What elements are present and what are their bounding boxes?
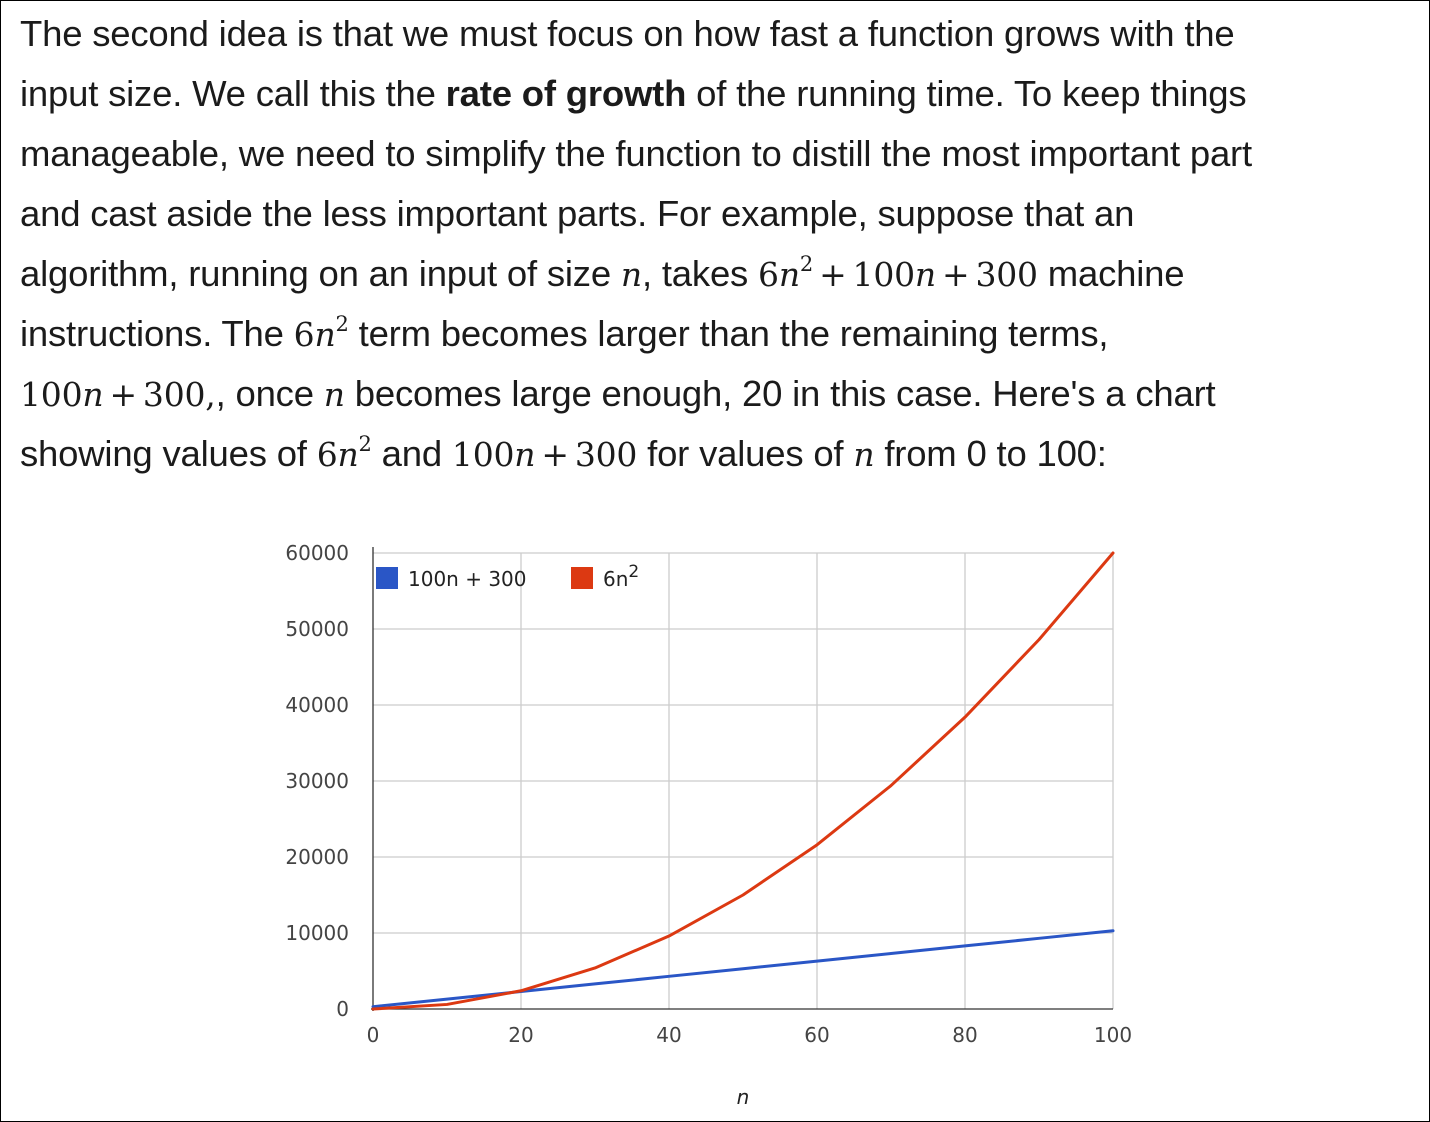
passage-line-5: algorithm, running on an input of size n… xyxy=(20,244,1415,304)
math-6n2: 6n2 xyxy=(293,312,349,355)
legend-swatch-1 xyxy=(376,567,398,589)
y-tick-label: 50000 xyxy=(285,617,349,641)
text-run: and xyxy=(371,433,452,474)
chart-legend: 100n + 300 6n2 xyxy=(376,562,639,591)
x-tick-label: 100 xyxy=(1094,1023,1132,1047)
y-tick-label: 10000 xyxy=(285,921,349,945)
text-run: The second idea is that we must focus on… xyxy=(20,13,1235,54)
text-run: algorithm, running on an input of size xyxy=(20,253,621,294)
x-tick-label: 60 xyxy=(804,1023,829,1047)
text-run: showing values of xyxy=(20,433,317,474)
math-6n2: 6n2 xyxy=(316,432,372,475)
math-n: n xyxy=(323,375,345,414)
x-tick-label: 80 xyxy=(952,1023,977,1047)
x-axis-label: n xyxy=(737,1085,750,1109)
text-run: becomes large enough, 20 in this case. H… xyxy=(344,373,1216,414)
x-tick-label: 20 xyxy=(508,1023,533,1047)
y-tick-label: 60000 xyxy=(285,541,349,565)
legend-label-1: 100n + 300 xyxy=(408,567,527,591)
rate-of-growth-term: rate of growth xyxy=(445,73,687,114)
series-line-1 xyxy=(371,929,1115,1009)
math-n: n xyxy=(853,435,875,474)
x-tick-label: 0 xyxy=(367,1023,380,1047)
chart-axes xyxy=(371,547,1113,1011)
y-tick-label: 30000 xyxy=(285,769,349,793)
passage-line-6: instructions. The 6n2 term becomes large… xyxy=(20,304,1415,364)
text-run: of the running time. To keep things xyxy=(686,73,1247,114)
passage-line-8: showing values of 6n2 and 100n +300 for v… xyxy=(20,424,1415,484)
math-full-expression: 6n2 +100n +300 xyxy=(758,252,1038,295)
y-tick-label: 0 xyxy=(336,997,349,1021)
chart-gridlines xyxy=(373,552,1114,1009)
passage-line-1: The second idea is that we must focus on… xyxy=(20,4,1415,64)
text-run: term becomes larger than the remaining t… xyxy=(348,313,1109,354)
math-100n-300: 100n +300, xyxy=(20,375,216,414)
passage-line-7: 100n +300,, once n becomes large enough, … xyxy=(20,364,1415,424)
chart-series xyxy=(371,551,1115,1011)
chart-tick-labels: 0 10000 20000 30000 40000 50000 60000 0 20 40 60 80… xyxy=(285,541,1132,1047)
passage: The second idea is that we must focus on… xyxy=(20,4,1415,484)
y-tick-label: 40000 xyxy=(285,693,349,717)
text-run: instructions. The xyxy=(20,313,294,354)
passage-line-3: manageable, we need to simplify the func… xyxy=(20,124,1415,184)
y-tick-label: 20000 xyxy=(285,845,349,869)
legend-superscript: 2 xyxy=(628,562,639,582)
text-run: input size. We call this the xyxy=(20,73,446,114)
text-run: manageable, we need to simplify the func… xyxy=(20,133,1252,174)
math-n: n xyxy=(620,255,642,294)
text-run: and cast aside the less important parts.… xyxy=(20,193,1135,234)
passage-line-4: and cast aside the less important parts.… xyxy=(20,184,1415,244)
legend-label-2: 6n2 xyxy=(603,562,639,591)
passage-line-2: input size. We call this the rate of gro… xyxy=(20,64,1415,124)
text-run: , takes xyxy=(641,253,759,294)
text-run: for values of xyxy=(637,433,854,474)
legend-swatch-2 xyxy=(571,567,593,589)
series-line-2 xyxy=(371,551,1115,1011)
text-run: from 0 to 100: xyxy=(874,433,1107,474)
x-tick-label: 40 xyxy=(656,1023,681,1047)
growth-chart: 0 10000 20000 30000 40000 50000 60000 0 20 40 60 80… xyxy=(285,541,1132,1109)
math-100n-300: 100n +300 xyxy=(451,435,638,474)
text-run: machine xyxy=(1037,253,1185,294)
text-run: , once xyxy=(215,373,324,414)
